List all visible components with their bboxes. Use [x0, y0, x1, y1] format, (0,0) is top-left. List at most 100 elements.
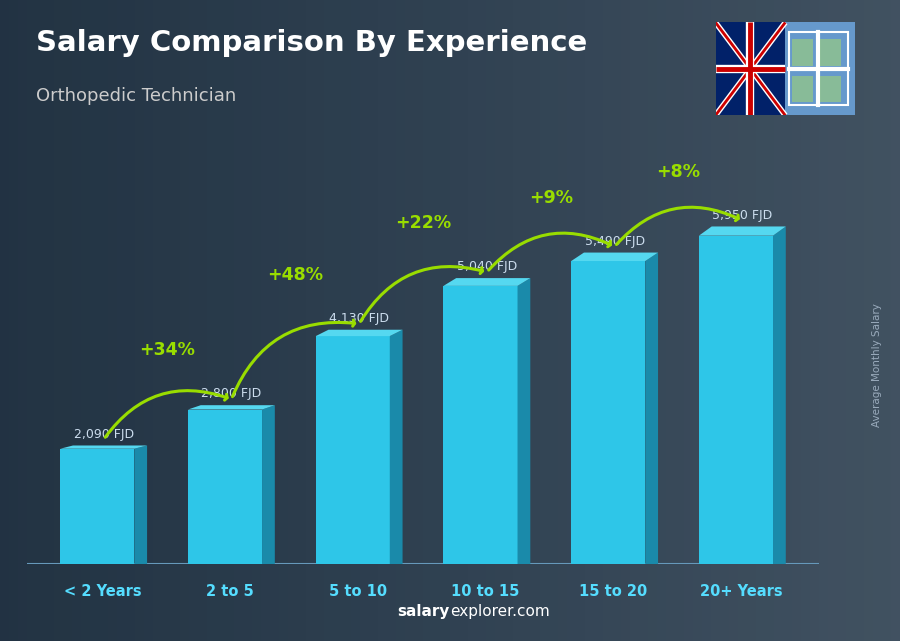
- Bar: [699, 236, 773, 564]
- Bar: [716, 22, 785, 115]
- Bar: [189, 0, 198, 641]
- Text: +48%: +48%: [267, 266, 323, 284]
- Bar: [792, 76, 814, 102]
- Bar: [495, 0, 504, 641]
- Bar: [316, 336, 390, 564]
- Bar: [387, 0, 396, 641]
- Text: 15 to 20: 15 to 20: [580, 584, 647, 599]
- Bar: [81, 0, 90, 641]
- Bar: [684, 0, 693, 641]
- Bar: [378, 0, 387, 641]
- Bar: [873, 0, 882, 641]
- Bar: [333, 0, 342, 641]
- Bar: [788, 33, 848, 105]
- Bar: [837, 0, 846, 641]
- Bar: [639, 0, 648, 641]
- Bar: [306, 0, 315, 641]
- Text: Average Monthly Salary: Average Monthly Salary: [872, 303, 883, 428]
- Bar: [9, 0, 18, 641]
- Bar: [720, 0, 729, 641]
- Polygon shape: [134, 445, 147, 564]
- Bar: [801, 0, 810, 641]
- Bar: [369, 0, 378, 641]
- Bar: [261, 0, 270, 641]
- Bar: [666, 0, 675, 641]
- Bar: [693, 0, 702, 641]
- Bar: [270, 0, 279, 641]
- Bar: [99, 0, 108, 641]
- Text: Orthopedic Technician: Orthopedic Technician: [36, 87, 236, 104]
- Polygon shape: [572, 253, 658, 261]
- Bar: [144, 0, 153, 641]
- Bar: [153, 0, 162, 641]
- Text: 2,090 FJD: 2,090 FJD: [74, 428, 134, 441]
- Text: +8%: +8%: [656, 163, 700, 181]
- Bar: [864, 0, 873, 641]
- Bar: [225, 0, 234, 641]
- Text: +22%: +22%: [395, 214, 451, 233]
- Bar: [234, 0, 243, 641]
- Text: 5,040 FJD: 5,040 FJD: [456, 260, 517, 273]
- Bar: [63, 0, 72, 641]
- Text: 2 to 5: 2 to 5: [206, 584, 254, 599]
- Bar: [820, 76, 842, 102]
- Bar: [441, 0, 450, 641]
- Bar: [747, 0, 756, 641]
- Bar: [783, 0, 792, 641]
- Bar: [432, 0, 441, 641]
- Bar: [702, 0, 711, 641]
- Bar: [351, 0, 360, 641]
- Text: explorer.com: explorer.com: [450, 604, 550, 619]
- Text: +34%: +34%: [140, 342, 195, 360]
- Bar: [882, 0, 891, 641]
- Bar: [405, 0, 414, 641]
- Bar: [792, 0, 801, 641]
- Text: < 2 Years: < 2 Years: [64, 584, 141, 599]
- Bar: [252, 0, 261, 641]
- Bar: [90, 0, 99, 641]
- Bar: [414, 0, 423, 641]
- Bar: [572, 261, 645, 564]
- Bar: [396, 0, 405, 641]
- Bar: [621, 0, 630, 641]
- Polygon shape: [188, 405, 274, 410]
- Polygon shape: [444, 278, 530, 286]
- Bar: [135, 0, 144, 641]
- Bar: [180, 0, 189, 641]
- Bar: [504, 0, 513, 641]
- Bar: [756, 0, 765, 641]
- Text: 5 to 10: 5 to 10: [328, 584, 387, 599]
- Bar: [738, 0, 747, 641]
- Bar: [459, 0, 468, 641]
- Bar: [360, 0, 369, 641]
- Bar: [612, 0, 621, 641]
- Bar: [820, 39, 842, 65]
- Bar: [657, 0, 666, 641]
- Text: 5,490 FJD: 5,490 FJD: [585, 235, 644, 248]
- Bar: [171, 0, 180, 641]
- Bar: [774, 0, 783, 641]
- Bar: [297, 0, 306, 641]
- Bar: [630, 0, 639, 641]
- Bar: [828, 0, 837, 641]
- Bar: [819, 0, 828, 641]
- Bar: [792, 39, 814, 65]
- Text: 10 to 15: 10 to 15: [452, 584, 520, 599]
- Bar: [126, 0, 135, 641]
- Bar: [288, 0, 297, 641]
- Bar: [342, 0, 351, 641]
- Bar: [810, 0, 819, 641]
- Bar: [855, 0, 864, 641]
- Bar: [540, 0, 549, 641]
- Polygon shape: [390, 329, 402, 564]
- Bar: [423, 0, 432, 641]
- Bar: [648, 0, 657, 641]
- Bar: [27, 0, 36, 641]
- Bar: [117, 0, 126, 641]
- Polygon shape: [645, 253, 658, 564]
- Bar: [567, 0, 576, 641]
- Bar: [603, 0, 612, 641]
- Bar: [162, 0, 171, 641]
- Bar: [468, 0, 477, 641]
- Bar: [729, 0, 738, 641]
